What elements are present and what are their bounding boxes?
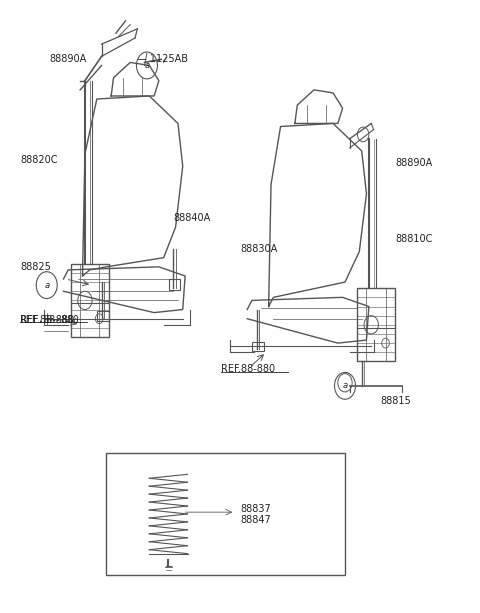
- Text: REF.88-880: REF.88-880: [21, 315, 74, 325]
- Text: 88810C: 88810C: [395, 234, 432, 245]
- Text: 88815: 88815: [381, 396, 411, 406]
- Text: 88830A: 88830A: [240, 243, 277, 254]
- Text: 88840A: 88840A: [173, 213, 210, 223]
- Text: a: a: [44, 281, 49, 289]
- Bar: [71, 264, 109, 337]
- Text: 88820C: 88820C: [21, 155, 58, 165]
- Text: 88837: 88837: [240, 504, 271, 514]
- Text: 88847: 88847: [240, 515, 271, 525]
- Text: 88825: 88825: [21, 262, 51, 272]
- Bar: [169, 279, 180, 290]
- Bar: [107, 453, 345, 575]
- Bar: [97, 311, 109, 321]
- Text: a: a: [342, 381, 348, 390]
- Text: REF.88-880: REF.88-880: [21, 315, 79, 325]
- Bar: [252, 342, 264, 351]
- Text: — 1125AB: — 1125AB: [137, 55, 188, 64]
- Text: a: a: [144, 61, 149, 70]
- Text: 88890A: 88890A: [395, 158, 432, 168]
- Bar: [357, 288, 395, 362]
- Text: 88890A: 88890A: [49, 55, 86, 64]
- Text: REF.88-880: REF.88-880: [221, 364, 275, 375]
